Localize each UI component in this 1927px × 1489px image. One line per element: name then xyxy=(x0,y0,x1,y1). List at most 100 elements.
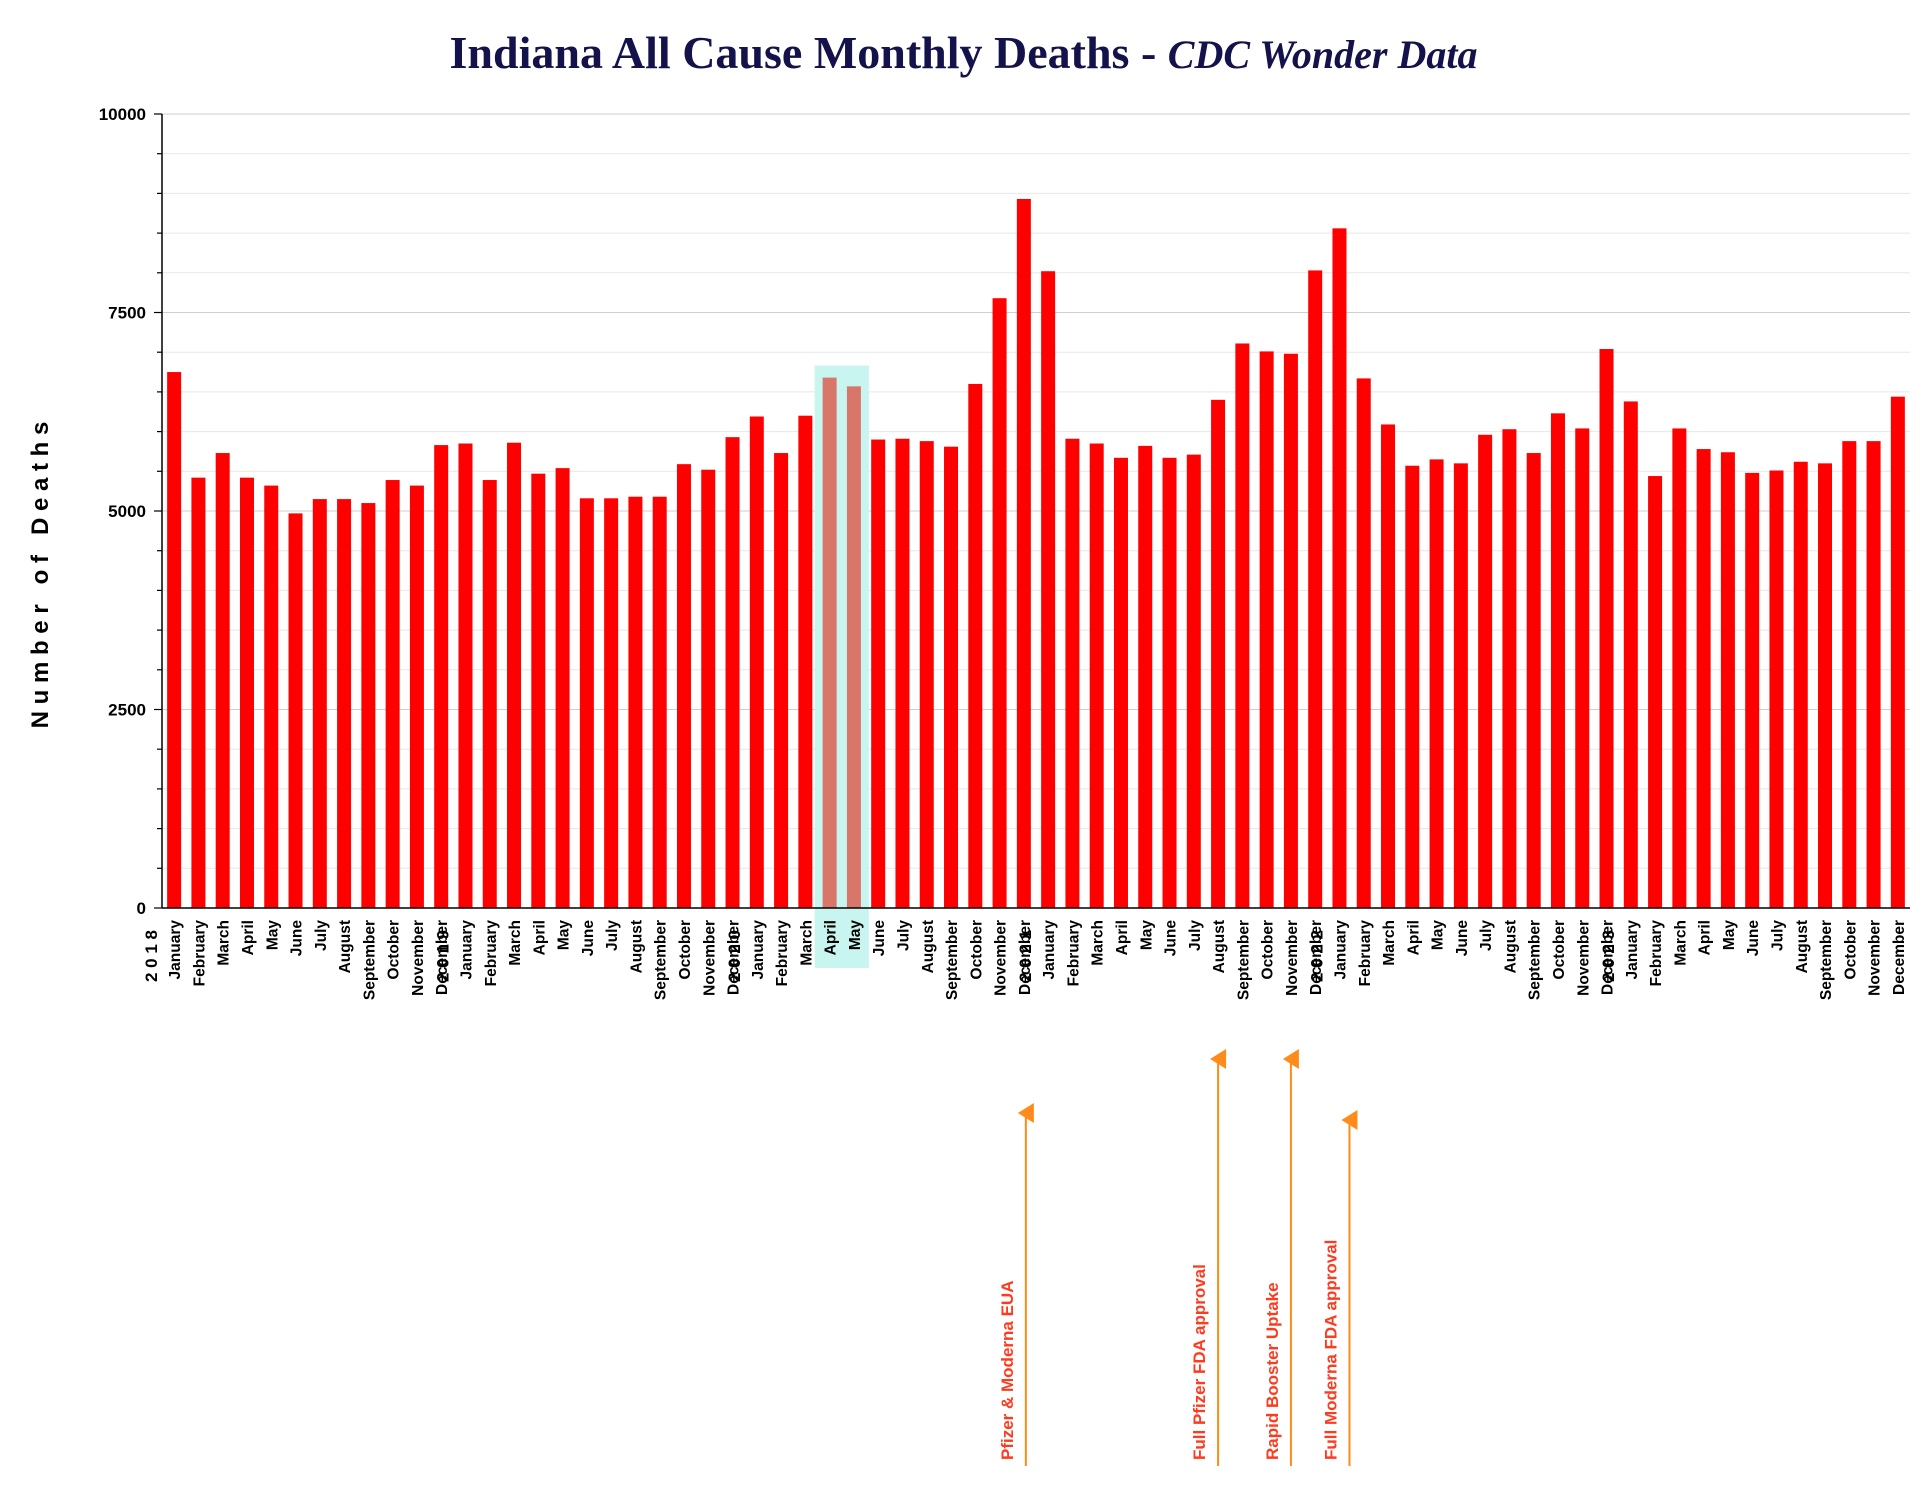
bar xyxy=(968,383,983,909)
x-tick-label: April xyxy=(240,920,257,955)
x-tick-label: January xyxy=(1624,920,1641,980)
x-tick-label: January xyxy=(167,920,184,980)
x-tick-label: May xyxy=(556,920,573,951)
x-tick-label: May xyxy=(1721,920,1738,951)
x-tick-label: May xyxy=(847,920,864,951)
bar xyxy=(312,499,327,908)
bar xyxy=(215,453,230,908)
x-tick-label: February xyxy=(1065,920,1082,987)
annotation-label: Pfizer & Moderna EUA xyxy=(998,1281,1017,1460)
x-tick-label: September xyxy=(944,920,961,1000)
x-tick-label: November xyxy=(1867,920,1884,996)
x-tick-label: March xyxy=(1381,920,1398,966)
bar xyxy=(871,439,886,908)
bar xyxy=(846,386,861,908)
bar xyxy=(337,499,352,908)
bar xyxy=(895,438,910,908)
x-tick-label: April xyxy=(531,920,548,955)
bar xyxy=(628,496,643,908)
bar xyxy=(1308,270,1323,909)
year-label: 2 0 2 1 xyxy=(1016,930,1035,982)
bar xyxy=(1405,465,1420,908)
bar xyxy=(385,480,400,908)
x-tick-label: June xyxy=(1163,920,1180,957)
year-label: 2 0 1 9 xyxy=(433,930,452,982)
x-tick-label: November xyxy=(701,920,718,996)
x-tick-label: October xyxy=(1551,920,1568,979)
x-tick-label: March xyxy=(216,920,233,966)
bar xyxy=(1065,438,1080,908)
bar xyxy=(1429,459,1444,908)
bar xyxy=(798,415,813,908)
x-tick-label: October xyxy=(386,920,403,979)
bar xyxy=(725,437,740,908)
y-tick-label: 7500 xyxy=(108,304,146,323)
bar xyxy=(1186,454,1201,908)
bar xyxy=(458,443,473,908)
x-tick-label: February xyxy=(483,920,500,987)
x-tick-label: July xyxy=(1769,920,1786,951)
bar xyxy=(191,477,206,908)
x-tick-label: September xyxy=(1818,920,1835,1000)
x-tick-label: April xyxy=(1405,920,1422,955)
x-tick-label: April xyxy=(1697,920,1714,955)
x-tick-label: May xyxy=(264,920,281,951)
x-tick-label: March xyxy=(1090,920,1107,966)
x-tick-label: April xyxy=(823,920,840,955)
bar xyxy=(774,453,789,908)
bar xyxy=(1550,413,1565,908)
bar xyxy=(1259,351,1274,908)
axes: 0 2500 5000 7500 10000 xyxy=(99,105,1910,918)
x-tick-label: January xyxy=(750,920,767,980)
year-label: 2 0 2 3 xyxy=(1599,930,1618,982)
bar xyxy=(822,377,837,908)
x-tick-label: November xyxy=(410,920,427,996)
bar xyxy=(167,372,182,908)
bar xyxy=(676,464,691,908)
x-tick-label: June xyxy=(580,920,597,957)
bar xyxy=(1866,441,1881,908)
annotations: Pfizer & Moderna EUA Full Pfizer FDA appr… xyxy=(998,1049,1358,1466)
chart-subtitle: CDC Wonder Data xyxy=(1167,32,1478,77)
bar xyxy=(507,442,522,908)
x-tick-label: April xyxy=(1114,920,1131,955)
bar xyxy=(1332,228,1347,908)
x-tick-label: July xyxy=(895,920,912,951)
bar xyxy=(1113,457,1128,908)
x-tick-label: July xyxy=(1187,920,1204,951)
bar xyxy=(944,446,959,908)
bar xyxy=(652,496,667,908)
bar xyxy=(604,498,619,908)
year-label: 2 0 1 8 xyxy=(142,930,161,982)
x-tick-label: August xyxy=(1794,920,1811,973)
x-tick-label: June xyxy=(289,920,306,957)
x-tick-label: December xyxy=(1308,920,1325,995)
x-tick-label: August xyxy=(1211,920,1228,973)
bar xyxy=(1575,428,1590,908)
bar xyxy=(1623,401,1638,908)
x-tick-label: March xyxy=(1672,920,1689,966)
bar xyxy=(555,468,570,908)
bar xyxy=(531,473,546,908)
x-tick-labels: January February March April May June July Augu… xyxy=(142,920,1908,1001)
x-tick-label: July xyxy=(313,920,330,951)
x-tick-label: July xyxy=(604,920,621,951)
bar xyxy=(1478,434,1493,908)
x-tick-label: September xyxy=(653,920,670,1000)
x-tick-label: October xyxy=(968,920,985,979)
x-tick-label: June xyxy=(1454,920,1471,957)
annotation-label: Full Pfizer FDA approval xyxy=(1190,1264,1209,1460)
bar xyxy=(1769,470,1784,908)
bar xyxy=(1696,449,1711,908)
x-tick-label: March xyxy=(798,920,815,966)
y-tick-label: 10000 xyxy=(99,105,146,124)
x-tick-label: August xyxy=(337,920,354,973)
bar xyxy=(434,445,449,908)
bar xyxy=(749,416,764,908)
bar xyxy=(1283,353,1298,909)
x-tick-label: September xyxy=(361,920,378,1000)
year-label: 2 0 2 2 xyxy=(1307,930,1326,982)
year-label: 2 0 2 0 xyxy=(725,930,744,982)
bar xyxy=(1793,461,1808,908)
